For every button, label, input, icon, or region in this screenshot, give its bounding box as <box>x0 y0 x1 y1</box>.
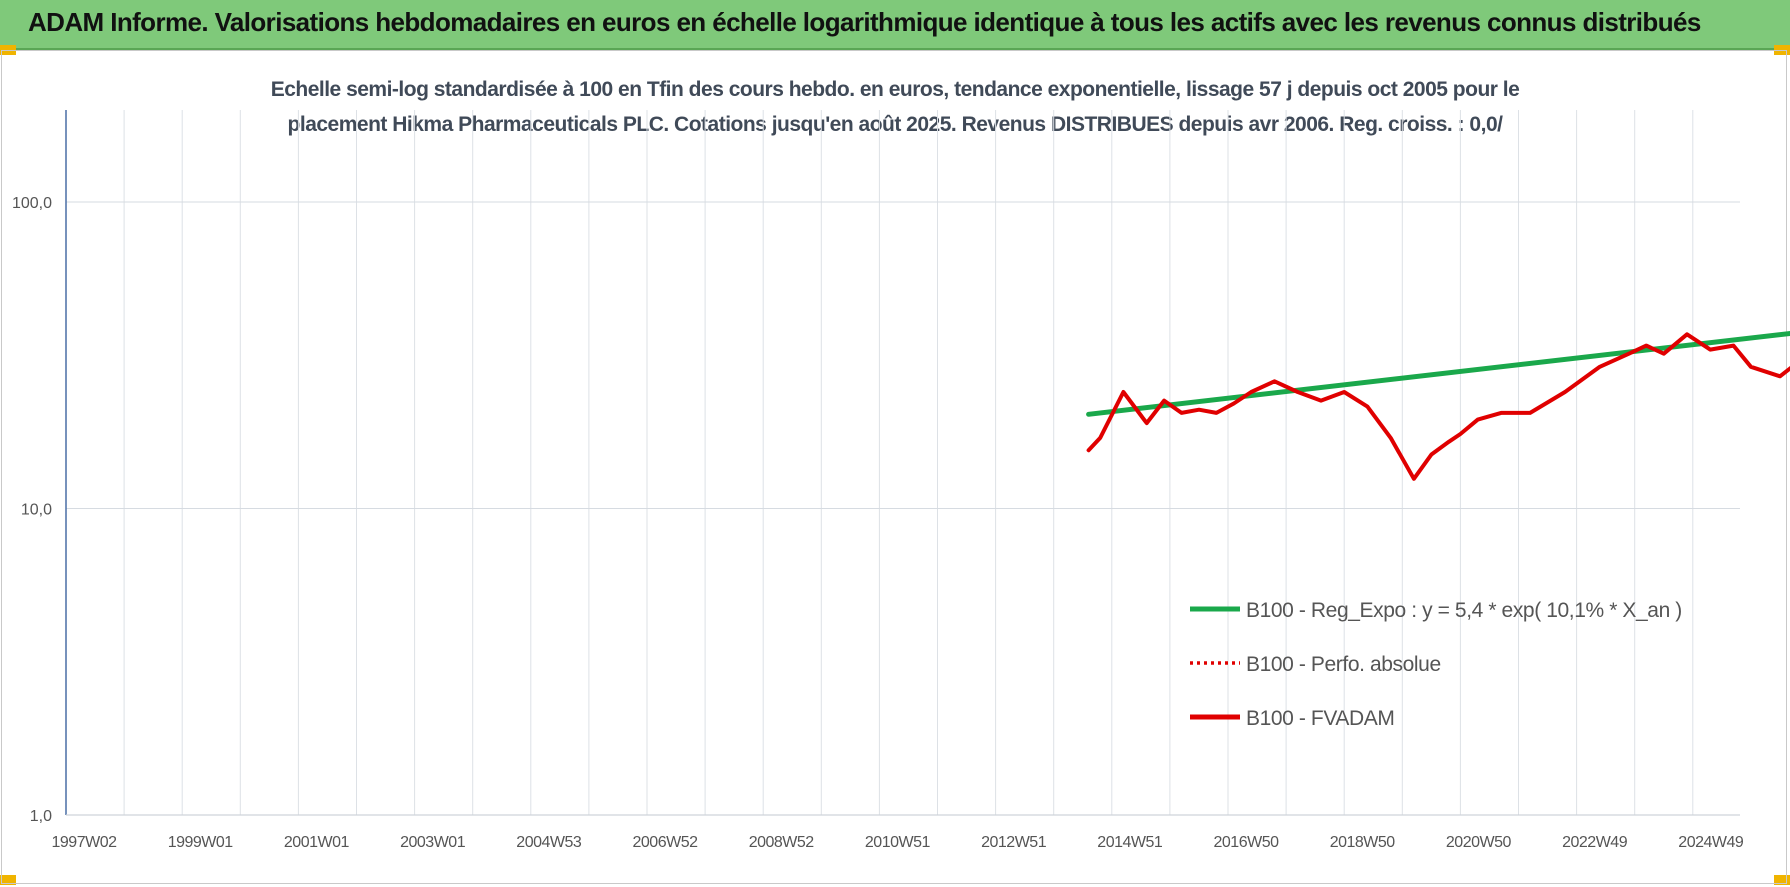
legend[interactable]: B100 - Reg_Expo : y = 5,4 * exp( 10,1% *… <box>1190 599 1682 730</box>
y-tick-label: 10,0 <box>21 502 52 519</box>
legend-label: B100 - FVADAM <box>1246 707 1394 730</box>
y-tick-label: 1,0 <box>30 808 52 825</box>
legend-label: B100 - Reg_Expo : y = 5,4 * exp( 10,1% *… <box>1246 599 1682 622</box>
x-tick-label: 2006W52 <box>633 834 699 851</box>
page-title: ADAM Informe. Valorisations hebdomadaire… <box>28 7 1701 37</box>
x-tick-label: 2004W53 <box>516 834 582 851</box>
x-tick-label: 2008W52 <box>749 834 815 851</box>
series-lines <box>1086 330 1790 481</box>
x-tick-label: 1999W01 <box>168 834 234 851</box>
x-tick-label: 2024W49 <box>1678 834 1744 851</box>
x-tick-label: 2003W01 <box>400 834 466 851</box>
x-tick-label: 2010W51 <box>865 834 931 851</box>
x-tick-labels: 1997W02 1999W01 2001W01 2003W01 2004W53 2006W… <box>52 834 1745 851</box>
corner-mark-bottom-left <box>0 875 16 885</box>
y-tick-label: 100,0 <box>12 195 52 212</box>
axes <box>65 110 1740 816</box>
chart-frame <box>1 50 1787 884</box>
x-tick-label: 2022W49 <box>1562 834 1628 851</box>
title-banner: ADAM Informe. Valorisations hebdomadaire… <box>0 0 1790 50</box>
x-tick-label: 1997W02 <box>52 834 118 851</box>
x-tick-label: 2018W50 <box>1330 834 1396 851</box>
chart-subtitle-line1: Echelle semi-log standardisée à 100 en T… <box>270 78 1520 101</box>
x-tick-label: 2016W50 <box>1214 834 1280 851</box>
x-tick-label: 2020W50 <box>1446 834 1512 851</box>
x-tick-label: 2012W51 <box>981 834 1047 851</box>
series-line-regression <box>1086 330 1790 417</box>
y-tick-labels: 1,0 10,0 100,0 <box>12 195 52 825</box>
x-tick-label: 2001W01 <box>284 834 350 851</box>
x-tick-label: 2014W51 <box>1097 834 1163 851</box>
legend-label: B100 - Perfo. absolue <box>1246 653 1441 676</box>
corner-mark-bottom-right <box>1774 875 1790 885</box>
series-line-fvadam <box>1086 332 1790 481</box>
chart-subtitle-line2: placement Hikma Pharmaceuticals PLC. Cot… <box>287 113 1503 136</box>
grid-lines <box>65 110 1740 816</box>
